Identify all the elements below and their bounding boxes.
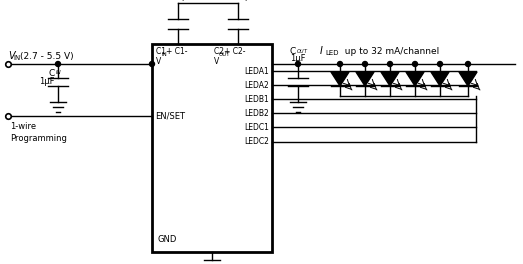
Text: C1+ C1-: C1+ C1- bbox=[156, 47, 188, 56]
Polygon shape bbox=[331, 72, 349, 86]
Bar bbox=[152, 44, 272, 252]
Polygon shape bbox=[431, 72, 449, 86]
Text: LEDA2: LEDA2 bbox=[244, 81, 269, 89]
Circle shape bbox=[438, 62, 442, 67]
Text: V: V bbox=[156, 57, 161, 66]
Text: EN/SET: EN/SET bbox=[155, 111, 185, 120]
Text: up to 32 mA/channel: up to 32 mA/channel bbox=[339, 47, 439, 56]
Polygon shape bbox=[406, 72, 424, 86]
Text: LEDC1: LEDC1 bbox=[244, 122, 269, 131]
Circle shape bbox=[337, 62, 343, 67]
Text: 1μF: 1μF bbox=[290, 54, 306, 63]
Text: $_{OUT}$: $_{OUT}$ bbox=[296, 48, 309, 56]
Text: IN: IN bbox=[161, 52, 167, 57]
Text: V: V bbox=[8, 51, 15, 61]
Text: GND: GND bbox=[157, 235, 177, 244]
Text: C2+ C2-: C2+ C2- bbox=[214, 47, 245, 56]
Circle shape bbox=[413, 62, 417, 67]
Text: C: C bbox=[49, 68, 55, 78]
Text: I: I bbox=[320, 46, 323, 56]
Text: V: V bbox=[214, 57, 219, 66]
Circle shape bbox=[55, 62, 61, 67]
Text: LEDB2: LEDB2 bbox=[244, 109, 269, 117]
Polygon shape bbox=[381, 72, 399, 86]
Text: 1-wire
Programming: 1-wire Programming bbox=[10, 122, 67, 143]
Circle shape bbox=[150, 62, 154, 67]
Polygon shape bbox=[459, 72, 477, 86]
Circle shape bbox=[388, 62, 392, 67]
Circle shape bbox=[295, 62, 301, 67]
Circle shape bbox=[465, 62, 471, 67]
Polygon shape bbox=[356, 72, 374, 86]
Text: 1μF: 1μF bbox=[40, 78, 55, 87]
Text: (2.7 - 5.5 V): (2.7 - 5.5 V) bbox=[20, 52, 74, 61]
Text: LEDC2: LEDC2 bbox=[244, 138, 269, 147]
Text: 0.22 μF: 0.22 μF bbox=[226, 0, 254, 1]
Circle shape bbox=[362, 62, 368, 67]
Text: 0.22 μF: 0.22 μF bbox=[163, 0, 191, 1]
Text: LEDB1: LEDB1 bbox=[244, 95, 269, 103]
Text: $_{IN}$: $_{IN}$ bbox=[55, 69, 62, 77]
Text: IN: IN bbox=[13, 55, 20, 61]
Text: OUT: OUT bbox=[219, 52, 231, 57]
Text: C: C bbox=[290, 47, 296, 56]
Text: LED: LED bbox=[325, 50, 338, 56]
Text: LEDA1: LEDA1 bbox=[244, 67, 269, 76]
